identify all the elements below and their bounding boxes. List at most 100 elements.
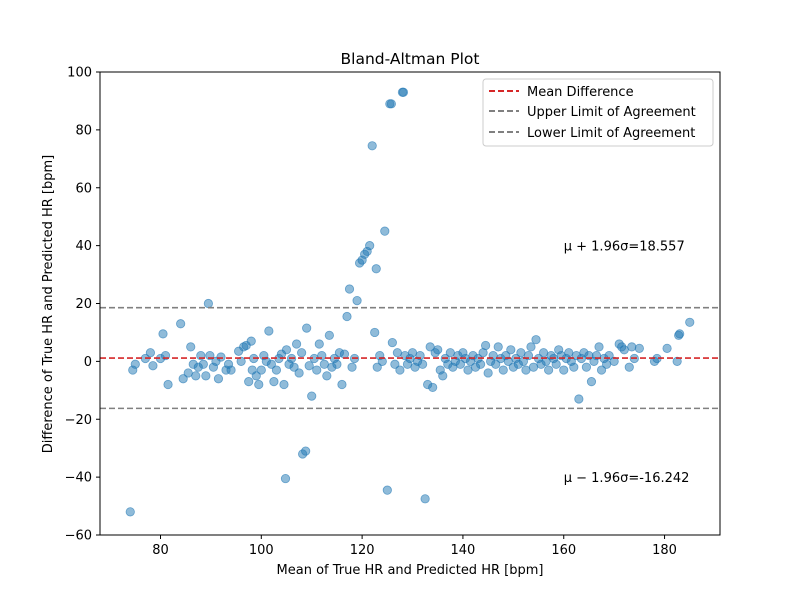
legend: Mean Difference Upper Limit of Agreement… (482, 78, 714, 147)
data-point (544, 365, 554, 375)
data-point (347, 362, 357, 372)
data-point (498, 365, 508, 375)
data-point (213, 374, 224, 384)
y-axis-label: Difference of True HR and Predicted HR [… (41, 155, 56, 454)
data-point (596, 365, 607, 375)
data-point (559, 365, 569, 375)
data-point (337, 379, 347, 390)
data-point (455, 359, 466, 369)
data-point (244, 377, 254, 387)
data-point (198, 359, 208, 369)
x-tick-label: 160 (551, 543, 576, 558)
data-point (302, 323, 312, 333)
x-tick-label: 140 (451, 543, 476, 558)
lower-limit-annotation: μ − 1.96σ=-16.242 (564, 471, 690, 486)
data-point (332, 359, 342, 369)
data-point (246, 336, 256, 346)
data-point (324, 330, 334, 340)
data-point (183, 368, 193, 378)
legend-label-upper: Upper Limit of Agreement (527, 105, 696, 120)
data-point (226, 365, 236, 375)
y-tick-label: 100 (67, 66, 92, 81)
data-point (191, 371, 201, 381)
data-point (297, 348, 307, 358)
data-point (418, 359, 428, 369)
data-point (463, 365, 473, 375)
data-point (322, 371, 332, 381)
data-point (407, 348, 418, 358)
data-point (564, 348, 574, 358)
data-point (491, 359, 501, 369)
y-tick-label: 60 (75, 181, 92, 196)
legend-label-mean: Mean Difference (527, 85, 634, 100)
data-point (148, 361, 158, 371)
data-point (266, 359, 276, 369)
data-point (483, 368, 493, 378)
data-point (672, 356, 682, 366)
data-point (319, 359, 329, 369)
data-point (145, 348, 156, 358)
data-point (475, 359, 486, 369)
data-point (280, 473, 291, 484)
data-point (314, 339, 324, 349)
data-point (130, 359, 140, 369)
data-point (594, 342, 604, 352)
data-point (370, 327, 380, 338)
data-point (569, 362, 579, 372)
data-point (251, 371, 261, 381)
data-point (619, 345, 629, 355)
data-point (254, 379, 264, 390)
data-point (627, 342, 637, 352)
data-point (526, 342, 536, 352)
data-point (624, 362, 634, 372)
data-point (163, 379, 173, 390)
y-tick-label: 80 (75, 123, 92, 138)
chart-title: Bland-Altman Plot (341, 50, 480, 68)
data-point (634, 343, 644, 353)
data-point (685, 317, 695, 327)
y-tick-label: 0 (84, 355, 92, 370)
x-tick-label: 80 (152, 543, 169, 558)
data-point (372, 362, 382, 372)
data-point (294, 368, 304, 378)
data-point (581, 362, 592, 372)
data-point (516, 348, 526, 358)
data-point (445, 348, 455, 358)
data-point (312, 365, 322, 375)
data-point (438, 371, 448, 381)
data-point (158, 329, 168, 339)
data-point (201, 371, 211, 381)
data-point (203, 298, 213, 309)
data-point (390, 359, 400, 369)
data-point (236, 356, 246, 366)
data-point (301, 446, 311, 456)
data-point (178, 374, 188, 384)
y-tick-label: −60 (65, 529, 92, 544)
data-point (281, 345, 292, 355)
legend-label-lower: Lower Limit of Agreement (527, 126, 695, 141)
data-point (420, 494, 430, 504)
data-point (352, 296, 362, 306)
data-point (269, 377, 279, 387)
data-point (256, 365, 266, 375)
data-point (339, 349, 350, 359)
data-point (271, 365, 282, 375)
data-point (433, 345, 443, 355)
data-point (382, 485, 392, 495)
data-point (531, 335, 541, 345)
data-point (176, 319, 186, 329)
y-tick-label: 20 (75, 297, 92, 312)
plot-area: 80 100 120 140 160 180 −60 −40 −20 0 20 40 60 80 100 μ … (65, 66, 721, 558)
data-point (493, 342, 503, 352)
x-axis-label: Mean of True HR and Predicted HR [bpm] (277, 563, 544, 578)
data-point (538, 348, 549, 358)
x-tick-label: 100 (249, 543, 274, 558)
data-point (586, 377, 597, 387)
data-point (307, 391, 317, 401)
data-point (380, 226, 390, 236)
data-point (609, 356, 619, 366)
data-point (601, 359, 612, 369)
data-point (675, 329, 685, 339)
data-point (528, 362, 539, 372)
